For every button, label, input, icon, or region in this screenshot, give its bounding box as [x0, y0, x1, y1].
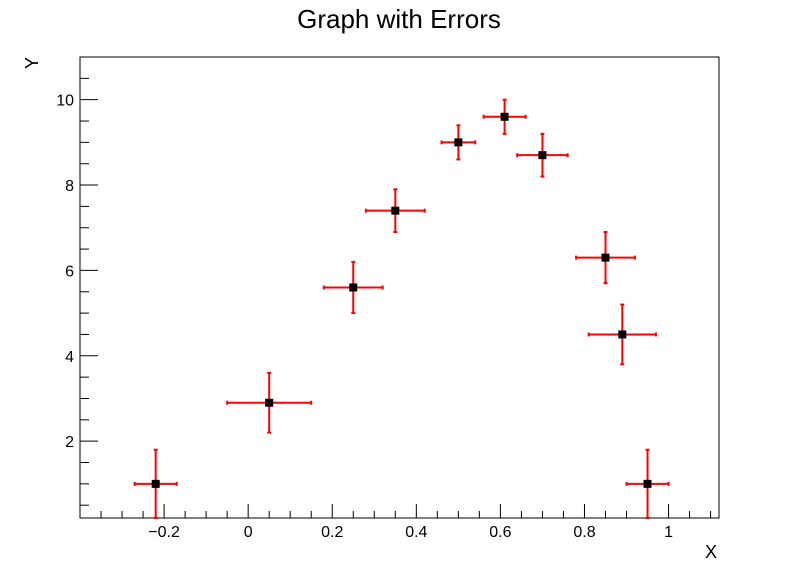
data-point: [133, 448, 178, 519]
y-axis: 2 4 6 8 10: [56, 77, 98, 506]
x-tick-label: −0.2: [148, 524, 180, 541]
data-point: [482, 98, 527, 135]
point-marker: [500, 112, 509, 121]
data-point: [226, 371, 313, 434]
y-tick-label: 4: [65, 349, 74, 366]
point-marker: [265, 398, 274, 407]
x-tick-label: 0.2: [321, 524, 343, 541]
y-tick-label: 2: [65, 434, 74, 451]
chart-title: Graph with Errors: [297, 4, 501, 34]
x-tick-label: 0.4: [405, 524, 427, 541]
y-axis-title: Y: [22, 57, 42, 69]
data-point: [516, 132, 569, 178]
x-tick-label: 0.8: [573, 524, 595, 541]
y-tick-label: 6: [65, 263, 74, 280]
plot-frame: [79, 56, 720, 519]
data-point: [575, 231, 636, 285]
data-point: [440, 124, 477, 161]
x-axis-title: X: [705, 542, 717, 562]
point-marker: [601, 253, 610, 262]
point-marker: [643, 479, 652, 488]
point-marker: [391, 206, 400, 215]
data-point: [625, 448, 670, 519]
point-marker: [349, 283, 358, 292]
y-tick-label: 10: [56, 93, 74, 110]
point-marker: [454, 138, 463, 147]
point-marker: [618, 330, 627, 339]
y-tick-label: 8: [65, 178, 74, 195]
data-point: [322, 260, 384, 315]
x-tick-label: 0.6: [489, 524, 511, 541]
x-tick-label: 0: [244, 524, 253, 541]
point-marker: [151, 479, 160, 488]
data-points: [133, 98, 670, 519]
data-point: [587, 303, 657, 366]
x-axis: −0.2 0 0.2 0.4 0.6 0.8 1: [79, 504, 712, 541]
point-marker: [538, 151, 547, 160]
x-tick-label: 1: [664, 524, 673, 541]
data-point: [364, 188, 426, 234]
